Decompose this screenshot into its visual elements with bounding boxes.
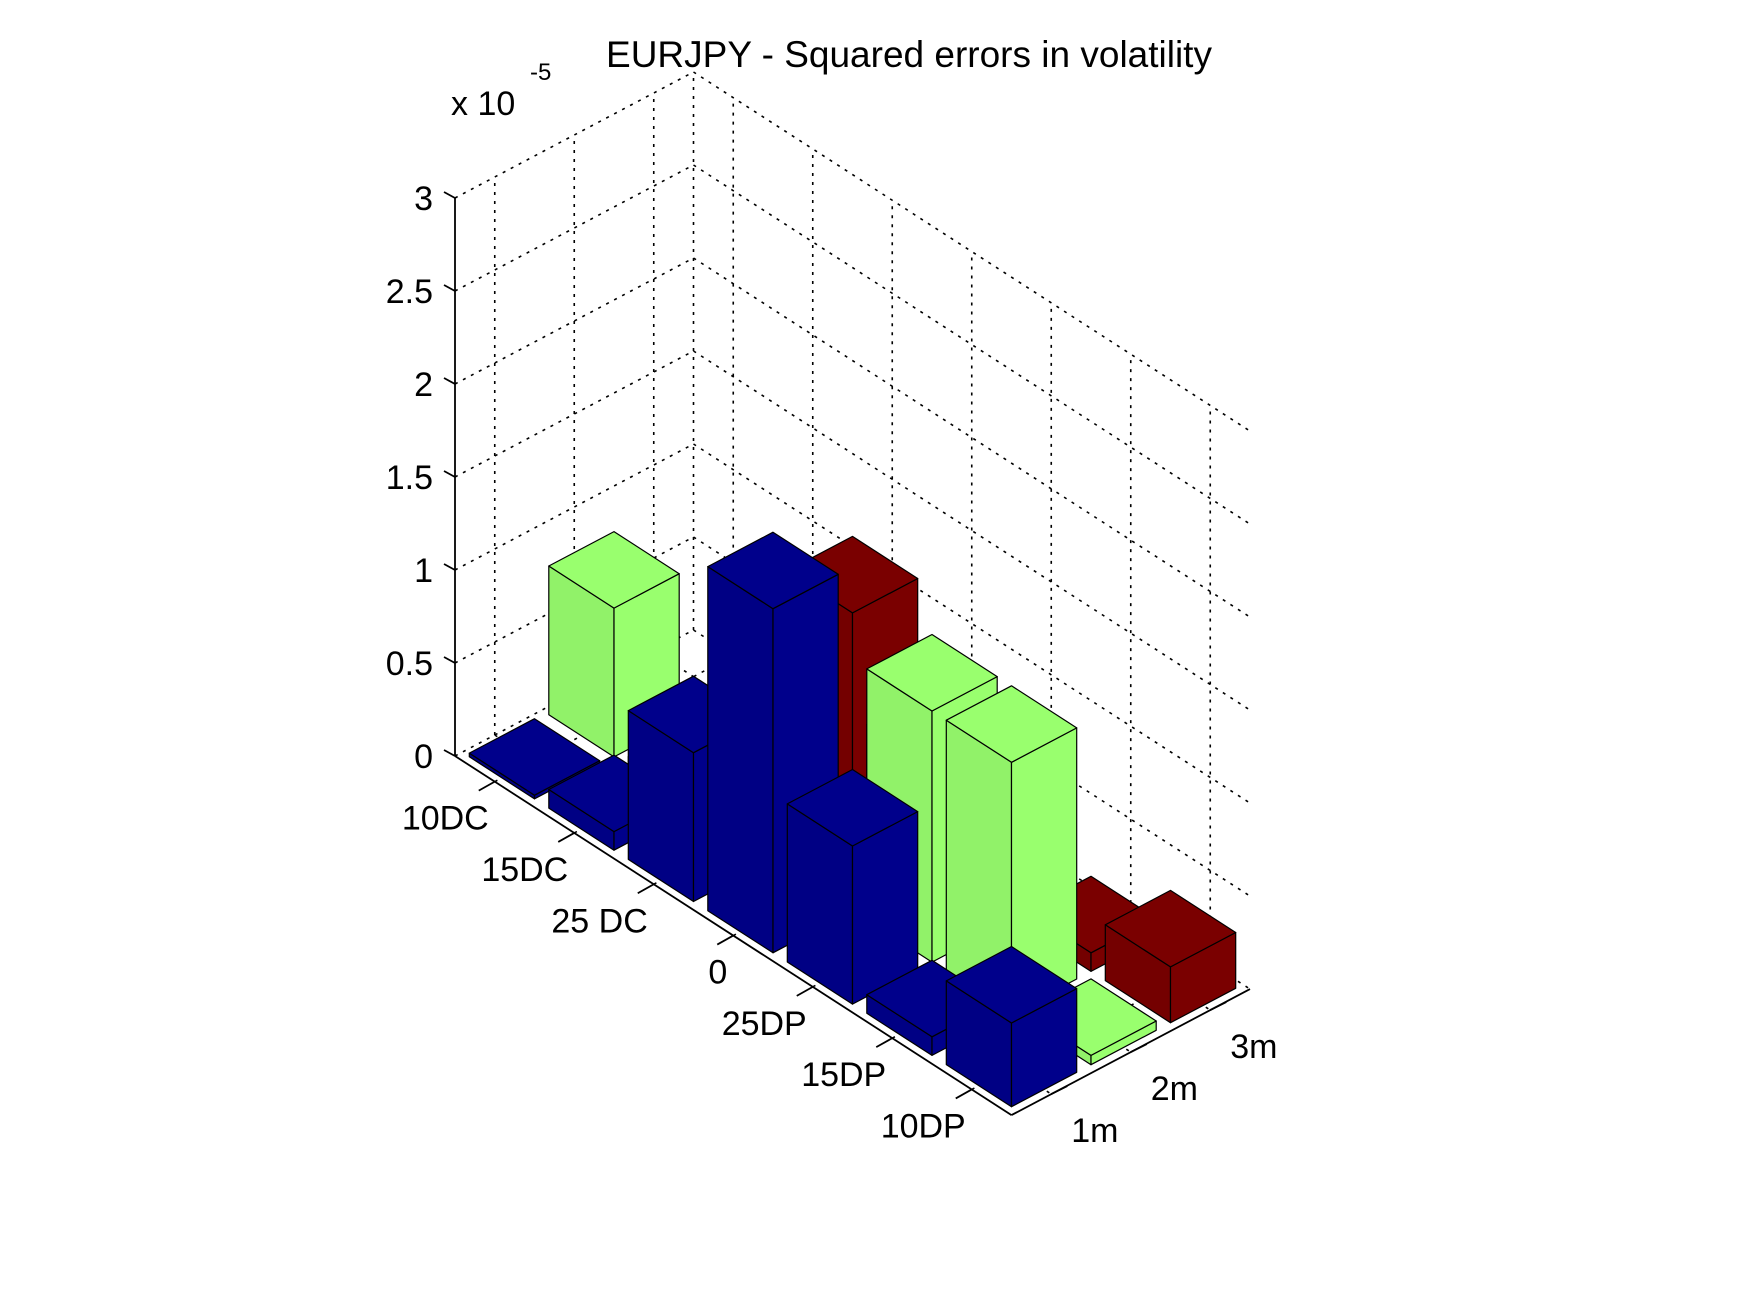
z-tick-5 [443, 284, 456, 292]
grid-line-back-z-5 [454, 164, 694, 292]
bar-1m-25DP [786, 768, 919, 1005]
z-tick-label-1: 0.5 [386, 645, 433, 683]
z-tick-4 [443, 377, 456, 385]
z-tick-label-2: 1 [414, 552, 433, 590]
bar-top-face [945, 685, 1078, 763]
axes-layer [443, 191, 1251, 1116]
grid-line-side-z-6 [693, 71, 1251, 432]
grid-line-side-z-2 [693, 443, 1251, 804]
column-tick-label-0: 1m [1071, 1112, 1118, 1150]
row-tick-label-2: 25 DC [551, 902, 647, 940]
labels-layer: 0 0.5 1 1.5 2 2.5 3 10DC 15DC 25 DC 0 25DP 15DP 10DP 1… [386, 180, 1278, 1150]
z-tick-label-5: 2.5 [386, 273, 433, 311]
z-tick-6 [443, 191, 456, 199]
row-tick-4 [796, 986, 814, 997]
row-tick-label-5: 15DP [801, 1056, 886, 1094]
bar-top-face [1104, 889, 1237, 968]
z-tick-label-3: 1.5 [386, 459, 433, 497]
row-tick-label-0: 10DC [402, 800, 489, 838]
z-exponent-base: x 10 [451, 85, 515, 123]
row-tick-label-1: 15DC [481, 851, 568, 889]
row-tick-label-3: 0 [708, 954, 727, 992]
row-tick-6 [955, 1088, 973, 1100]
bar-3m-10DP [1104, 889, 1237, 1024]
bar-2m-15DP [945, 685, 1078, 1015]
column-tick-0 [1050, 1085, 1068, 1095]
column-tick-1 [1130, 1043, 1148, 1053]
bars-layer [468, 530, 1237, 1108]
row-tick-5 [875, 1037, 893, 1048]
z-exponent-power: -5 [530, 59, 551, 86]
column-tick-2 [1209, 1001, 1227, 1011]
grid-line-back-z-2 [454, 443, 694, 571]
z-tick-label-4: 2 [414, 366, 433, 404]
row-tick-2 [637, 883, 655, 895]
row-tick-1 [557, 832, 575, 843]
z-tick-1 [443, 656, 456, 664]
bar-top-face [548, 530, 680, 609]
z-tick-label-6: 3 [414, 180, 433, 218]
row-tick-label-4: 25DP [722, 1005, 807, 1043]
chart-title: EURJPY - Squared errors in volatility [606, 34, 1212, 75]
row-tick-label-6: 10DP [881, 1107, 966, 1145]
grid-line-side-z-3 [693, 350, 1251, 711]
z-tick-2 [443, 563, 456, 571]
bar-top-face [945, 945, 1078, 1024]
row-tick-0 [478, 780, 496, 792]
bar-top-face [786, 768, 919, 847]
z-tick-0 [443, 749, 456, 757]
grid-line-side-z-4 [693, 257, 1251, 618]
z-tick-3 [443, 470, 456, 478]
bar-top-face [707, 531, 839, 610]
column-tick-label-2: 3m [1230, 1028, 1277, 1066]
grid-line-side-z-5 [693, 164, 1251, 525]
z-tick-label-0: 0 [414, 738, 433, 776]
bar-left-face [707, 565, 774, 954]
bar-1m-10DP [945, 945, 1078, 1108]
column-tick-label-1: 2m [1151, 1070, 1198, 1108]
bar-top-face [468, 718, 601, 796]
row-tick-3 [716, 934, 734, 946]
bar-top-face [866, 633, 998, 712]
